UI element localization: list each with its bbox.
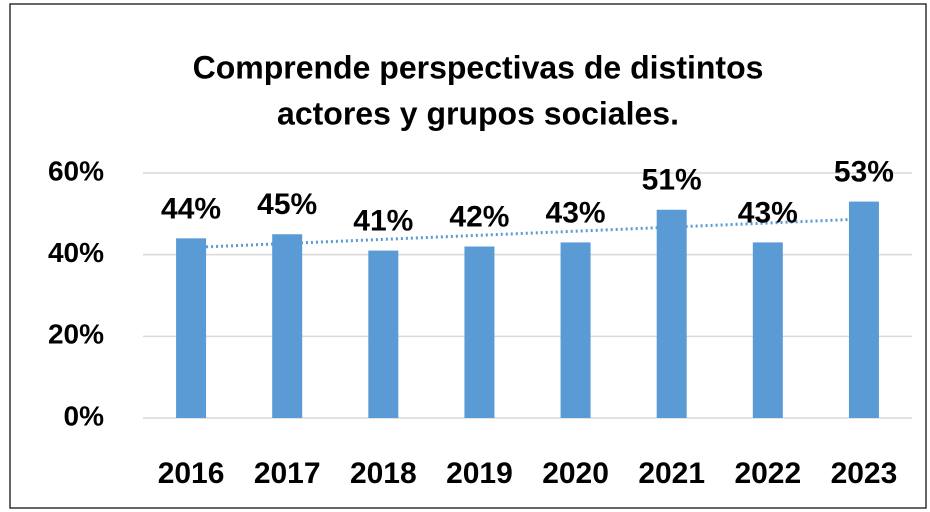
x-tick-label: 2019 <box>446 457 513 490</box>
data-label: 42% <box>449 200 509 233</box>
data-label: 43% <box>546 196 606 229</box>
x-tick-label: 2023 <box>831 457 898 490</box>
bar <box>752 242 783 418</box>
data-label: 41% <box>353 205 413 238</box>
y-tick-label: 60% <box>48 155 104 186</box>
x-tick-label: 2018 <box>350 457 417 490</box>
x-tick-label: 2021 <box>638 457 705 490</box>
bar <box>464 246 495 418</box>
chart-title: Comprende perspectivas de distintos <box>193 49 764 85</box>
bar <box>176 238 207 418</box>
data-label: 53% <box>834 156 894 189</box>
y-tick-label: 40% <box>48 237 104 268</box>
x-tick-label: 2017 <box>254 457 321 490</box>
chart-title: actores y grupos sociales. <box>277 95 679 131</box>
y-tick-label: 0% <box>64 400 105 431</box>
bar <box>368 250 399 418</box>
x-tick-label: 2022 <box>734 457 801 490</box>
data-label: 44% <box>161 192 221 225</box>
y-tick-label: 20% <box>48 319 104 350</box>
bar <box>656 209 687 418</box>
data-label: 51% <box>642 164 702 197</box>
bar <box>848 201 879 418</box>
trendline <box>190 217 865 250</box>
data-label: 45% <box>257 188 317 221</box>
x-tick-label: 2020 <box>542 457 609 490</box>
x-tick-label: 2016 <box>158 457 225 490</box>
bar <box>272 234 303 418</box>
data-label: 43% <box>738 196 798 229</box>
bar <box>560 242 591 418</box>
